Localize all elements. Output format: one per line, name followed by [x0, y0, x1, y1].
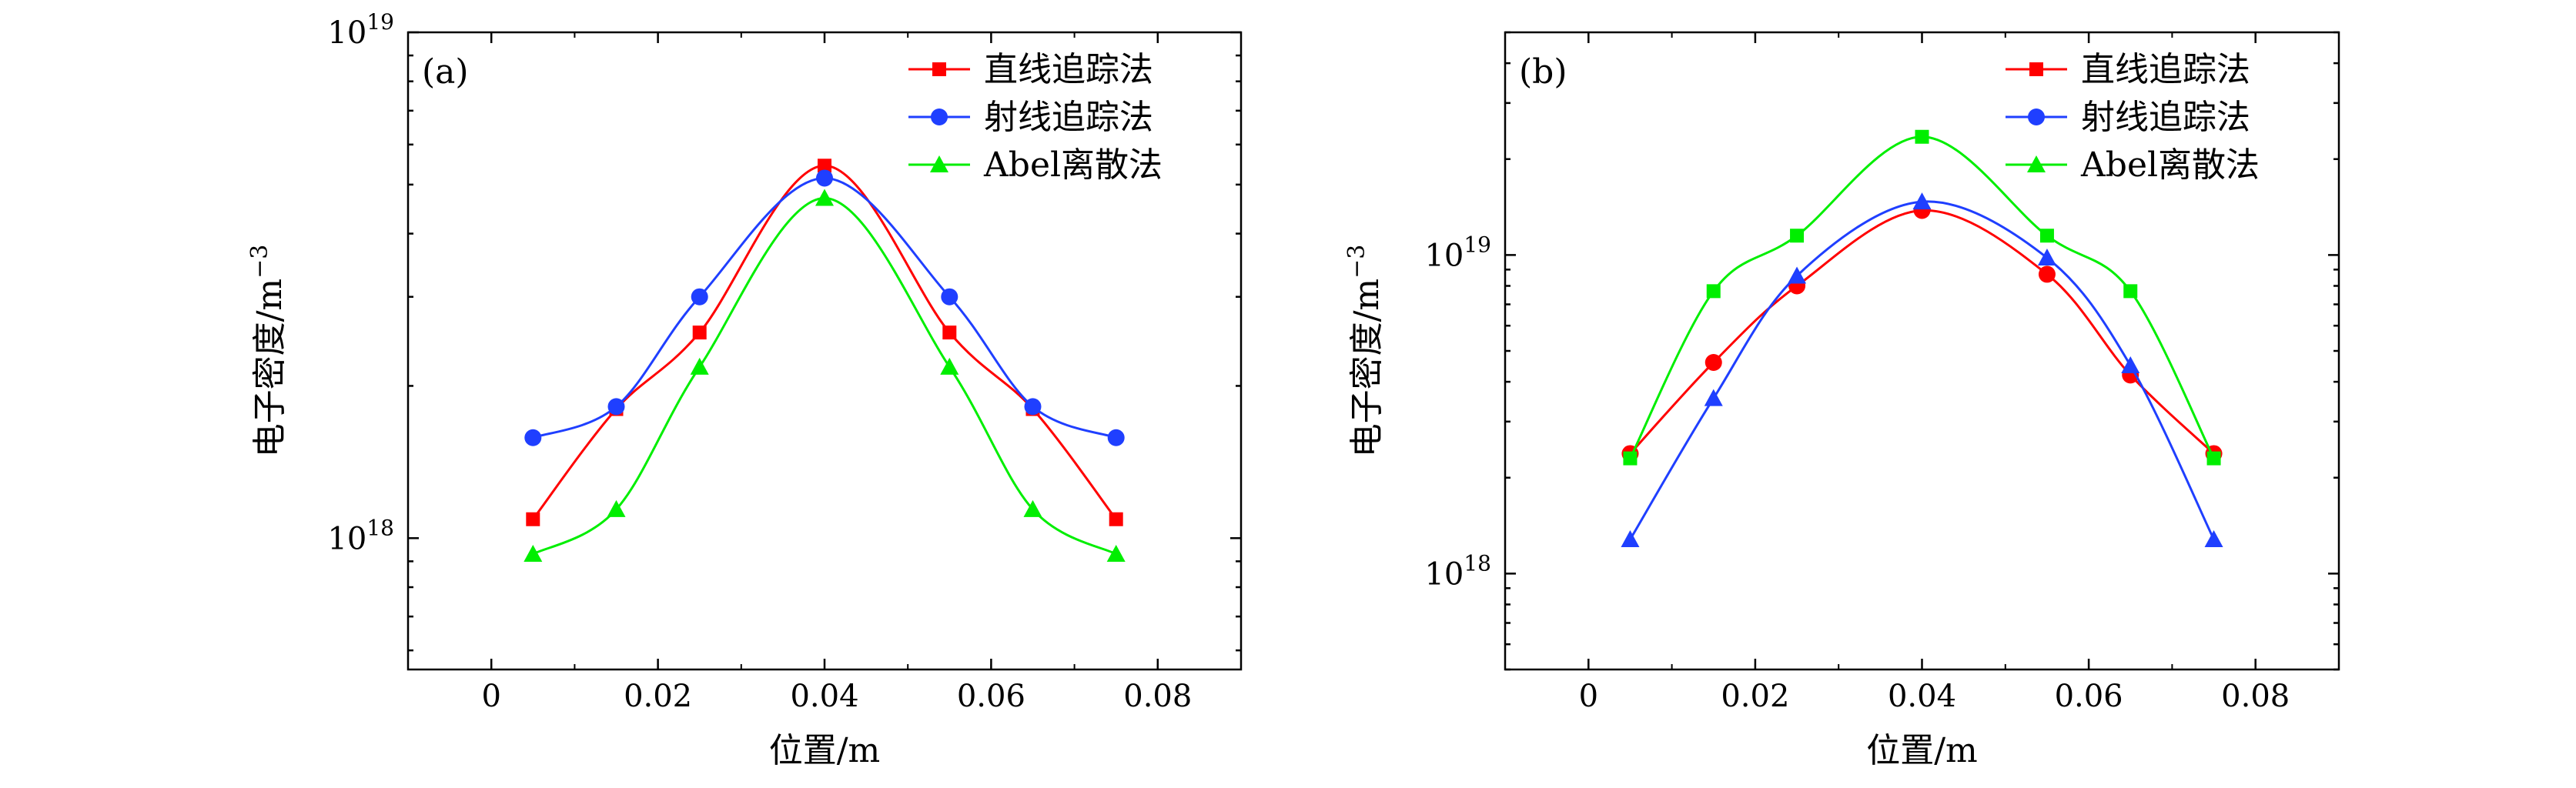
data-point-2 — [2121, 356, 2140, 373]
legend-label: 直线追踪法 — [984, 50, 1153, 89]
x-tick-label: 0.02 — [624, 679, 692, 714]
data-point-3 — [1915, 129, 1929, 144]
legend-label: Abel离散法 — [2080, 145, 2260, 185]
chart-panel-a: 0 0.02 0.04 0.06 0.08 1018 1019 位置/m 电子密度/m−3 (a)… — [246, 9, 1243, 770]
data-point-1 — [526, 512, 540, 526]
data-point-2 — [816, 169, 833, 187]
y-axis-label: 电子密度/m−3 — [1343, 245, 1387, 458]
data-point-2 — [1788, 266, 1807, 284]
panel-label: (a) — [422, 52, 469, 92]
panel-label: (b) — [1519, 52, 1567, 92]
data-point-3 — [1706, 284, 1721, 299]
y-tick-label: 1019 — [1424, 232, 1491, 273]
series-line-3 — [532, 197, 1117, 556]
chart-panel-b: 0 0.02 0.04 0.06 0.08 1018 1019 位置/m 电子密度/m−3 (b)… — [1343, 31, 2340, 770]
x-tick-label: 0 — [481, 679, 500, 714]
x-tick-label: 0.04 — [790, 679, 858, 714]
data-point-2 — [1621, 529, 1640, 547]
data-point-2 — [607, 398, 625, 416]
legend-marker — [931, 109, 948, 125]
x-tick-label: 0.06 — [957, 679, 1025, 714]
legend-label: 直线追踪法 — [2081, 50, 2250, 89]
series-line-2 — [532, 176, 1117, 439]
data-point-2 — [1024, 398, 1042, 416]
data-point-3 — [2039, 229, 2054, 243]
legend-label: Abel离散法 — [983, 145, 1163, 185]
data-point-3 — [690, 357, 709, 375]
y-tick-label: 1019 — [327, 9, 394, 51]
data-point-2 — [1107, 429, 1125, 446]
data-point-2 — [524, 429, 542, 446]
legend-label: 射线追踪法 — [2081, 98, 2250, 137]
data-point-2 — [2037, 249, 2056, 266]
data-point-3 — [815, 189, 834, 206]
x-tick-label: 0.08 — [2221, 679, 2290, 714]
y-axis-label: 电子密度/m−3 — [246, 245, 289, 458]
y-tick-label: 1018 — [327, 515, 394, 556]
data-point-3 — [940, 357, 959, 375]
x-tick-label: 0.04 — [1888, 679, 1956, 714]
data-point-3 — [1106, 545, 1126, 563]
x-tick-label: 0.02 — [1721, 679, 1789, 714]
data-point-3 — [1790, 229, 1805, 243]
x-axis-label: 位置/m — [769, 731, 881, 770]
x-tick-label: 0.08 — [1123, 679, 1192, 714]
series-line-1 — [532, 164, 1117, 520]
x-tick-label: 0 — [1579, 679, 1598, 714]
data-point-2 — [2204, 529, 2223, 547]
data-point-3 — [1623, 451, 1638, 466]
data-point-2 — [1704, 389, 1723, 406]
data-point-1 — [1109, 512, 1123, 526]
data-point-2 — [941, 288, 958, 306]
data-point-3 — [2206, 451, 2221, 466]
legend-marker — [932, 62, 946, 76]
y-tick-label: 1018 — [1424, 550, 1491, 592]
data-point-1 — [2038, 265, 2056, 283]
x-tick-label: 0.06 — [2055, 679, 2123, 714]
data-point-1 — [1705, 353, 1722, 371]
legend-marker — [2028, 109, 2045, 125]
legend-marker — [2029, 62, 2043, 76]
data-point-3 — [2123, 284, 2138, 299]
data-point-1 — [942, 326, 957, 340]
legend-marker — [930, 155, 948, 172]
data-point-3 — [607, 499, 626, 517]
legend-label: 射线追踪法 — [984, 98, 1153, 137]
data-point-2 — [1912, 192, 1932, 210]
legend-marker — [2027, 155, 2046, 172]
data-point-1 — [818, 159, 831, 173]
data-point-3 — [1023, 499, 1042, 517]
data-point-2 — [691, 288, 708, 306]
x-axis-label: 位置/m — [1866, 731, 1978, 770]
series-line-1 — [1629, 209, 2215, 455]
data-point-3 — [524, 545, 543, 563]
data-point-1 — [692, 326, 707, 340]
